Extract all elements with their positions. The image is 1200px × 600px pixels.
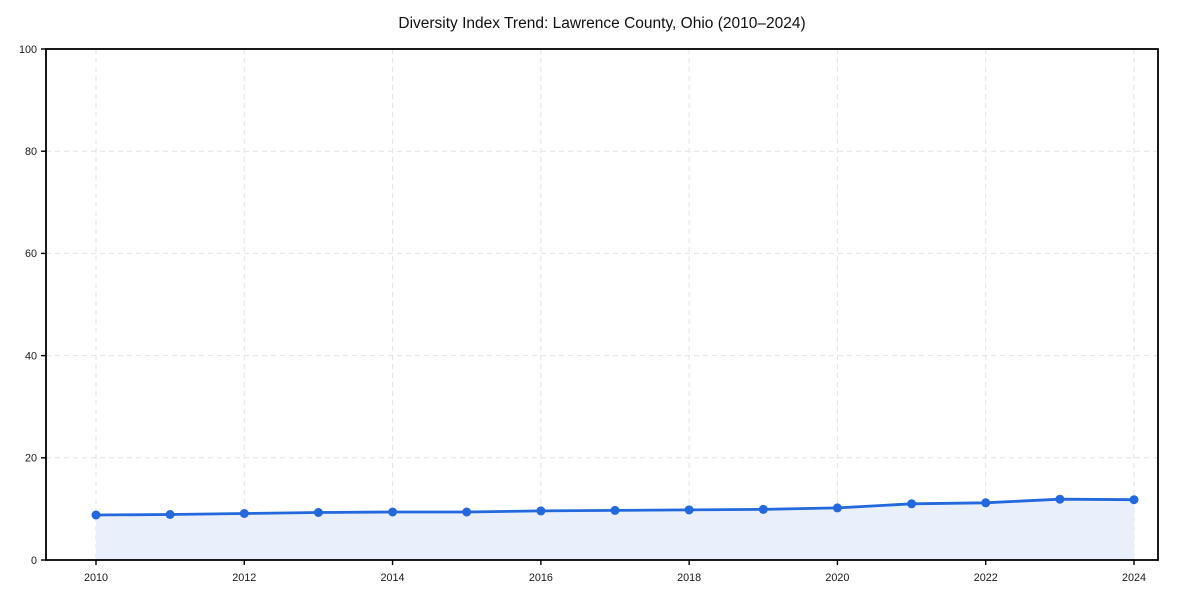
y-tick-label: 100 — [19, 44, 37, 56]
x-tick-label: 2022 — [974, 572, 998, 584]
x-tick-label: 2010 — [84, 572, 108, 584]
data-point-2019 — [758, 504, 768, 514]
chart-title: Diversity Index Trend: Lawrence County, … — [398, 15, 805, 32]
y-tick-label: 20 — [25, 453, 37, 465]
data-point-2016 — [536, 506, 546, 516]
data-point-2014 — [388, 507, 398, 517]
x-tick-label: 2024 — [1122, 572, 1146, 584]
y-tick-label: 60 — [25, 248, 37, 260]
data-point-2023 — [1055, 494, 1065, 504]
axes-layer — [41, 48, 1159, 565]
x-tick-label: 2018 — [677, 572, 701, 584]
area-fill — [96, 499, 1134, 560]
data-point-2012 — [239, 509, 249, 518]
x-tick-label: 2014 — [381, 572, 405, 584]
y-tick-label: 40 — [25, 350, 37, 362]
data-point-2010 — [91, 510, 101, 520]
gridlines-layer — [46, 49, 1158, 560]
y-tick-label: 80 — [25, 146, 37, 158]
data-points-layer — [91, 494, 1139, 520]
data-point-2022 — [981, 498, 991, 508]
plot-border — [45, 48, 1159, 561]
data-point-2013 — [313, 508, 323, 517]
x-tick-label: 2016 — [529, 572, 553, 584]
tick-labels-layer: 0 20 40 60 80 100 2010 2012 2014 2016 2018 2020 2022… — [19, 44, 1146, 584]
data-point-2024 — [1129, 495, 1139, 505]
data-point-2011 — [165, 510, 175, 519]
x-tick-label: 2012 — [232, 572, 256, 584]
area-fill-layer — [96, 499, 1134, 560]
data-point-2021 — [907, 499, 917, 509]
data-point-2017 — [610, 505, 620, 515]
data-point-2018 — [684, 505, 694, 515]
data-point-2015 — [462, 507, 472, 517]
x-tick-label: 2020 — [825, 572, 849, 584]
data-point-2020 — [832, 503, 842, 513]
y-tick-label: 0 — [31, 555, 37, 567]
